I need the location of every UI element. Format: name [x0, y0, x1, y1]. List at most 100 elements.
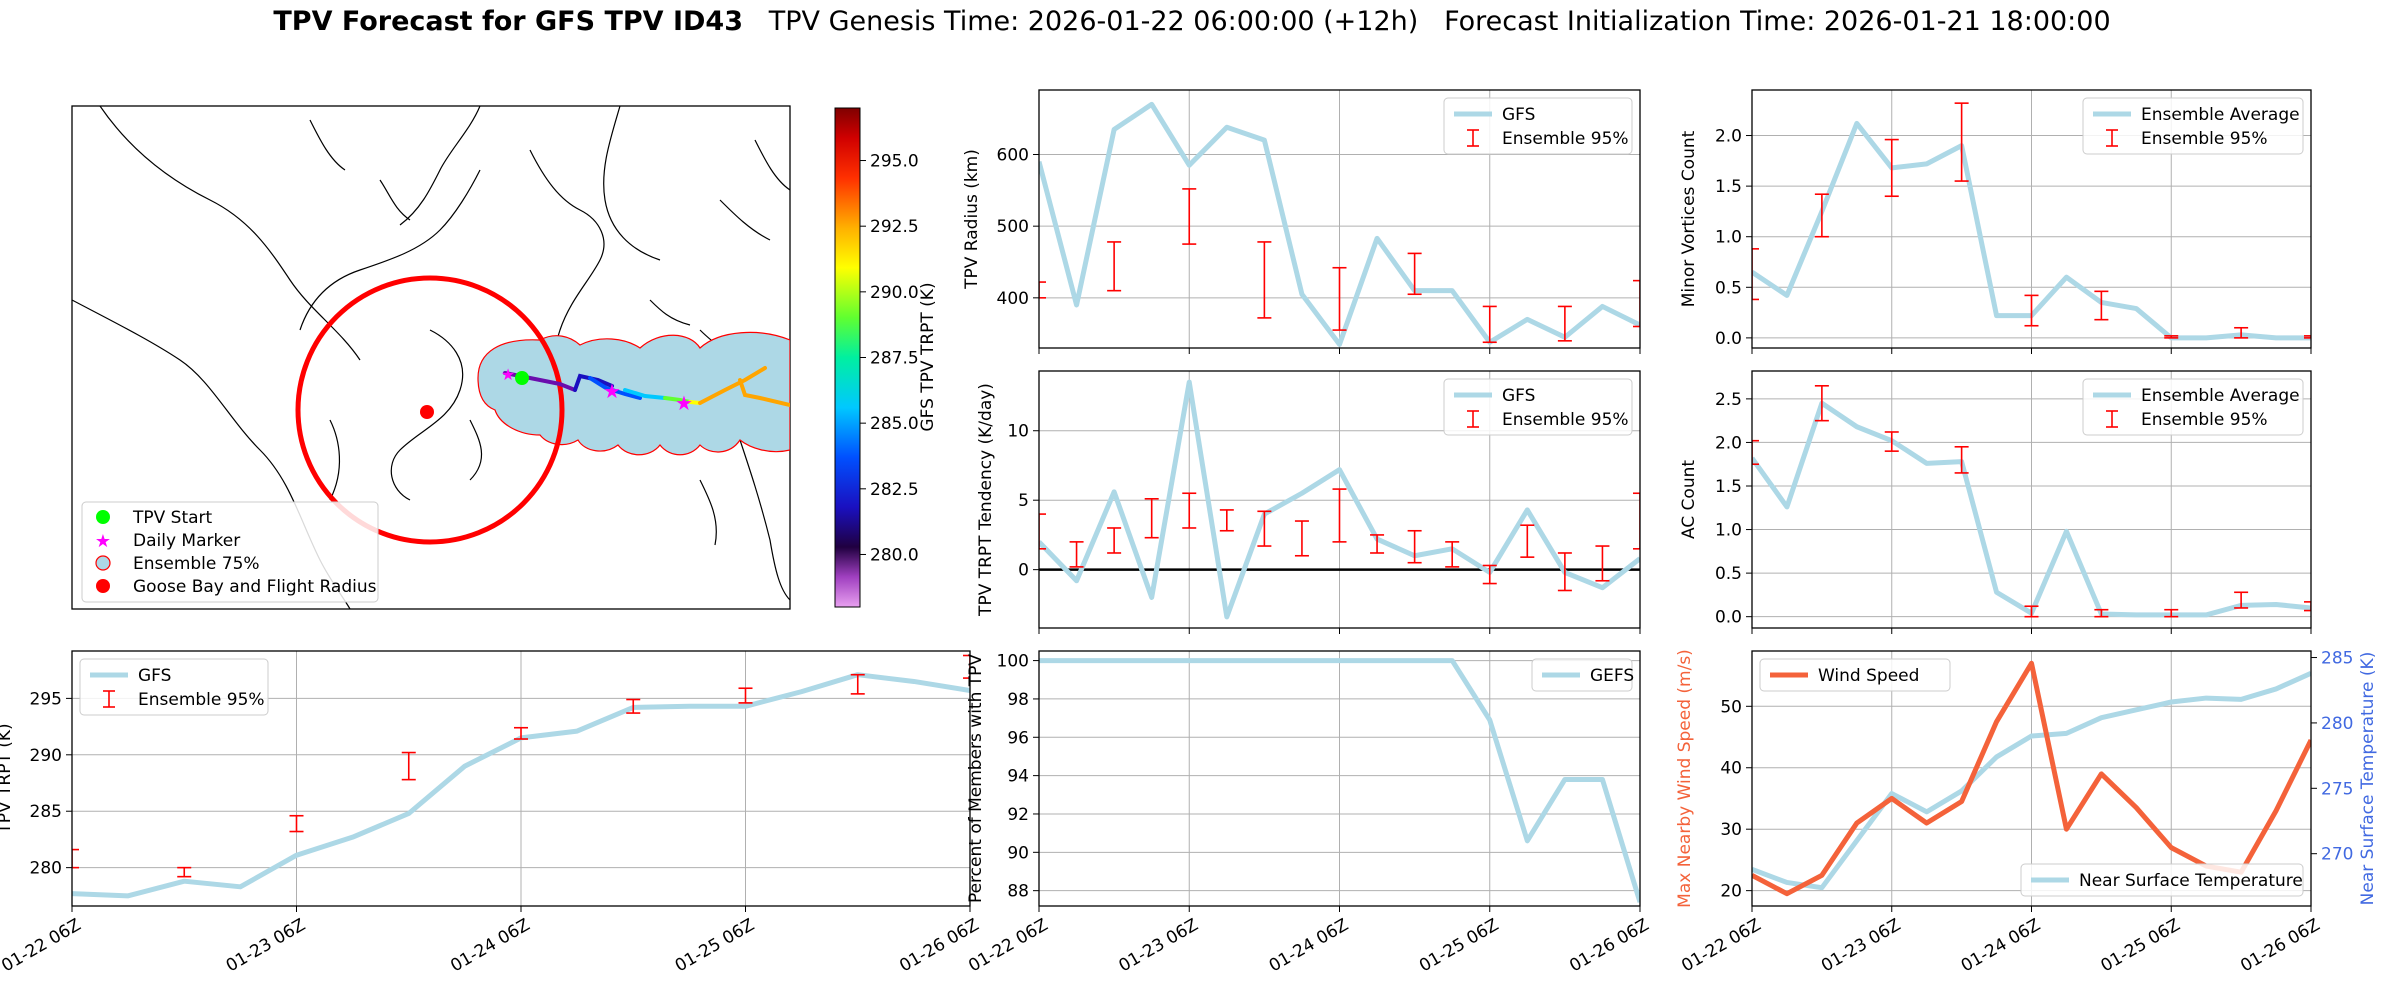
goose-bay-marker — [420, 405, 434, 419]
x-tick-label: 01-26 06Z — [2237, 915, 2323, 976]
plot-series-layer — [1752, 385, 2311, 618]
colorbar: 280.0 282.5 285.0 287.5 290.0 292.5 295.0 GFS … — [834, 107, 938, 608]
chart-percent: GEFS 88 90 92 94 96 98 100 01-22 06Z 01-23 06Z 01-… — [965, 650, 1653, 976]
y-tick-label: 500 — [997, 217, 1029, 237]
y-tick-label: 0 — [1018, 561, 1029, 581]
y-axis-label: Percent of Members with TPV — [966, 654, 986, 903]
y2-tick-label: 270 — [2321, 845, 2353, 865]
y-tick-label: 10 — [1007, 422, 1029, 442]
y-tick-label: 280 — [30, 859, 62, 879]
plot-series-layer — [1039, 101, 1640, 347]
plot-series-layer — [72, 654, 970, 899]
y-tick-label: 400 — [997, 289, 1029, 309]
errorbar — [1633, 279, 1640, 328]
legend-label-series: GEFS — [1590, 666, 1634, 686]
errorbar — [1633, 492, 1640, 550]
y-tick-label: 90 — [1007, 843, 1029, 863]
colorbar-tick-label: 282.5 — [870, 480, 919, 500]
errorbar — [2024, 605, 2039, 618]
errorbar — [626, 698, 641, 714]
legend-label-series: GFS — [1502, 386, 1535, 406]
y-tick-label: 50 — [1720, 697, 1742, 717]
errorbar — [1884, 138, 1899, 198]
errorbar — [2094, 290, 2109, 321]
legend-label-series: GFS — [1502, 105, 1535, 125]
errorbar — [2304, 601, 2311, 612]
figure-title: TPV Forecast for GFS TPV ID43 TPV Genesi… — [0, 6, 2384, 37]
legend: GFS Ensemble 95% — [79, 658, 269, 716]
colorbar-tick-label: 285.0 — [870, 414, 919, 434]
errorbar — [177, 866, 192, 878]
legend-label-errorbar: Ensemble 95% — [2141, 129, 2268, 149]
series-line — [1039, 379, 1640, 620]
series-line — [1039, 658, 1640, 903]
flight-radius-circle — [295, 275, 565, 545]
map-panel: ★ ★ ★ TPV Start ★ Daily Marker Ensemble … — [71, 105, 938, 610]
chart-minor: Ensemble Average Ensemble 95% 0.0 0.5 1.0 1.5… — [1679, 89, 2312, 354]
figure-title-init: Forecast Initialization Time: 2026-01-21… — [1444, 6, 2111, 37]
errorbar — [1107, 527, 1122, 554]
x-tick-label: 01-24 06Z — [1266, 915, 1352, 976]
errorbar — [1557, 552, 1572, 592]
errorbar — [1182, 492, 1197, 529]
figure-title-genesis: TPV Genesis Time: 2026-01-22 06:00:00 (+… — [768, 6, 1419, 37]
errorbar — [289, 814, 304, 833]
errorbar — [1069, 541, 1084, 568]
legend: Ensemble Average Ensemble 95% — [2082, 97, 2304, 155]
map-legend: TPV Start ★ Daily Marker Ensemble 75% Go… — [81, 501, 379, 603]
y-tick-label: 0.5 — [1715, 564, 1742, 584]
y-axis-label: TPV Radius (km) — [962, 149, 982, 290]
y-tick-label: 5 — [1018, 491, 1029, 511]
errorbar — [2164, 335, 2179, 339]
series-line — [1039, 101, 1640, 347]
y-tick-label: 30 — [1720, 820, 1742, 840]
errorbar — [1370, 534, 1385, 554]
legend-label-errorbar: Ensemble 95% — [2141, 410, 2268, 430]
y-tick-label: 98 — [1007, 690, 1029, 710]
daily-marker-2: ★ — [675, 391, 693, 415]
y-tick-label: 1.0 — [1715, 228, 1742, 248]
legend: GFS Ensemble 95% — [1443, 97, 1633, 155]
errorbar — [1557, 305, 1572, 342]
errorbar — [1257, 241, 1272, 319]
daily-marker-0: ★ — [501, 365, 515, 384]
x-tick-label: 01-22 06Z — [0, 915, 85, 976]
legend-label-series: Ensemble Average — [2141, 105, 2300, 125]
y-tick-label: 40 — [1720, 759, 1742, 779]
legend-tpv-start-icon — [96, 510, 110, 524]
legend-box — [1531, 658, 1633, 692]
y-tick-label: 94 — [1007, 767, 1029, 787]
errorbar — [1520, 524, 1535, 558]
map-legend-0: TPV Start — [132, 508, 213, 528]
errorbar — [2234, 326, 2249, 339]
colorbar-gradient — [834, 107, 861, 608]
errorbar — [1752, 439, 1759, 466]
x-tick-label: 01-25 06Z — [2097, 915, 2183, 976]
errorbar — [1954, 102, 1969, 182]
chart-ac: Ensemble Average Ensemble 95% 0.0 0.5 1.0 1.5… — [1679, 370, 2312, 634]
x-tick-label: 01-23 06Z — [1818, 915, 1904, 976]
errorbar — [72, 848, 79, 869]
y-tick-label: 0.5 — [1715, 278, 1742, 298]
y-tick-label: 290 — [30, 746, 62, 766]
colorbar-tick-label: 280.0 — [870, 545, 919, 565]
legend-box — [2020, 863, 2304, 897]
y2-tick-label: 275 — [2321, 779, 2353, 799]
errorbar — [1482, 564, 1497, 585]
x-tick-label: 01-22 06Z — [965, 915, 1051, 976]
legend-wind-speed: Wind Speed — [1759, 658, 1951, 692]
figure-title-main: TPV Forecast for GFS TPV ID43 — [273, 6, 743, 37]
colorbar-tick-label: 295.0 — [870, 152, 919, 172]
y-tick-label: 88 — [1007, 882, 1029, 902]
legend-label-errorbar: Ensemble 95% — [138, 690, 265, 710]
legend: GEFS — [1531, 658, 1634, 692]
errorbar — [1407, 252, 1422, 296]
y-axis-label: Minor Vortices Count — [1679, 130, 1699, 307]
y-tick-label: 100 — [997, 652, 1029, 672]
errorbar — [738, 687, 753, 704]
y-tick-label: 295 — [30, 689, 62, 709]
colorbar-tick-label: 287.5 — [870, 349, 919, 369]
errorbar — [1884, 431, 1899, 452]
y-tick-label: 0.0 — [1715, 329, 1742, 349]
